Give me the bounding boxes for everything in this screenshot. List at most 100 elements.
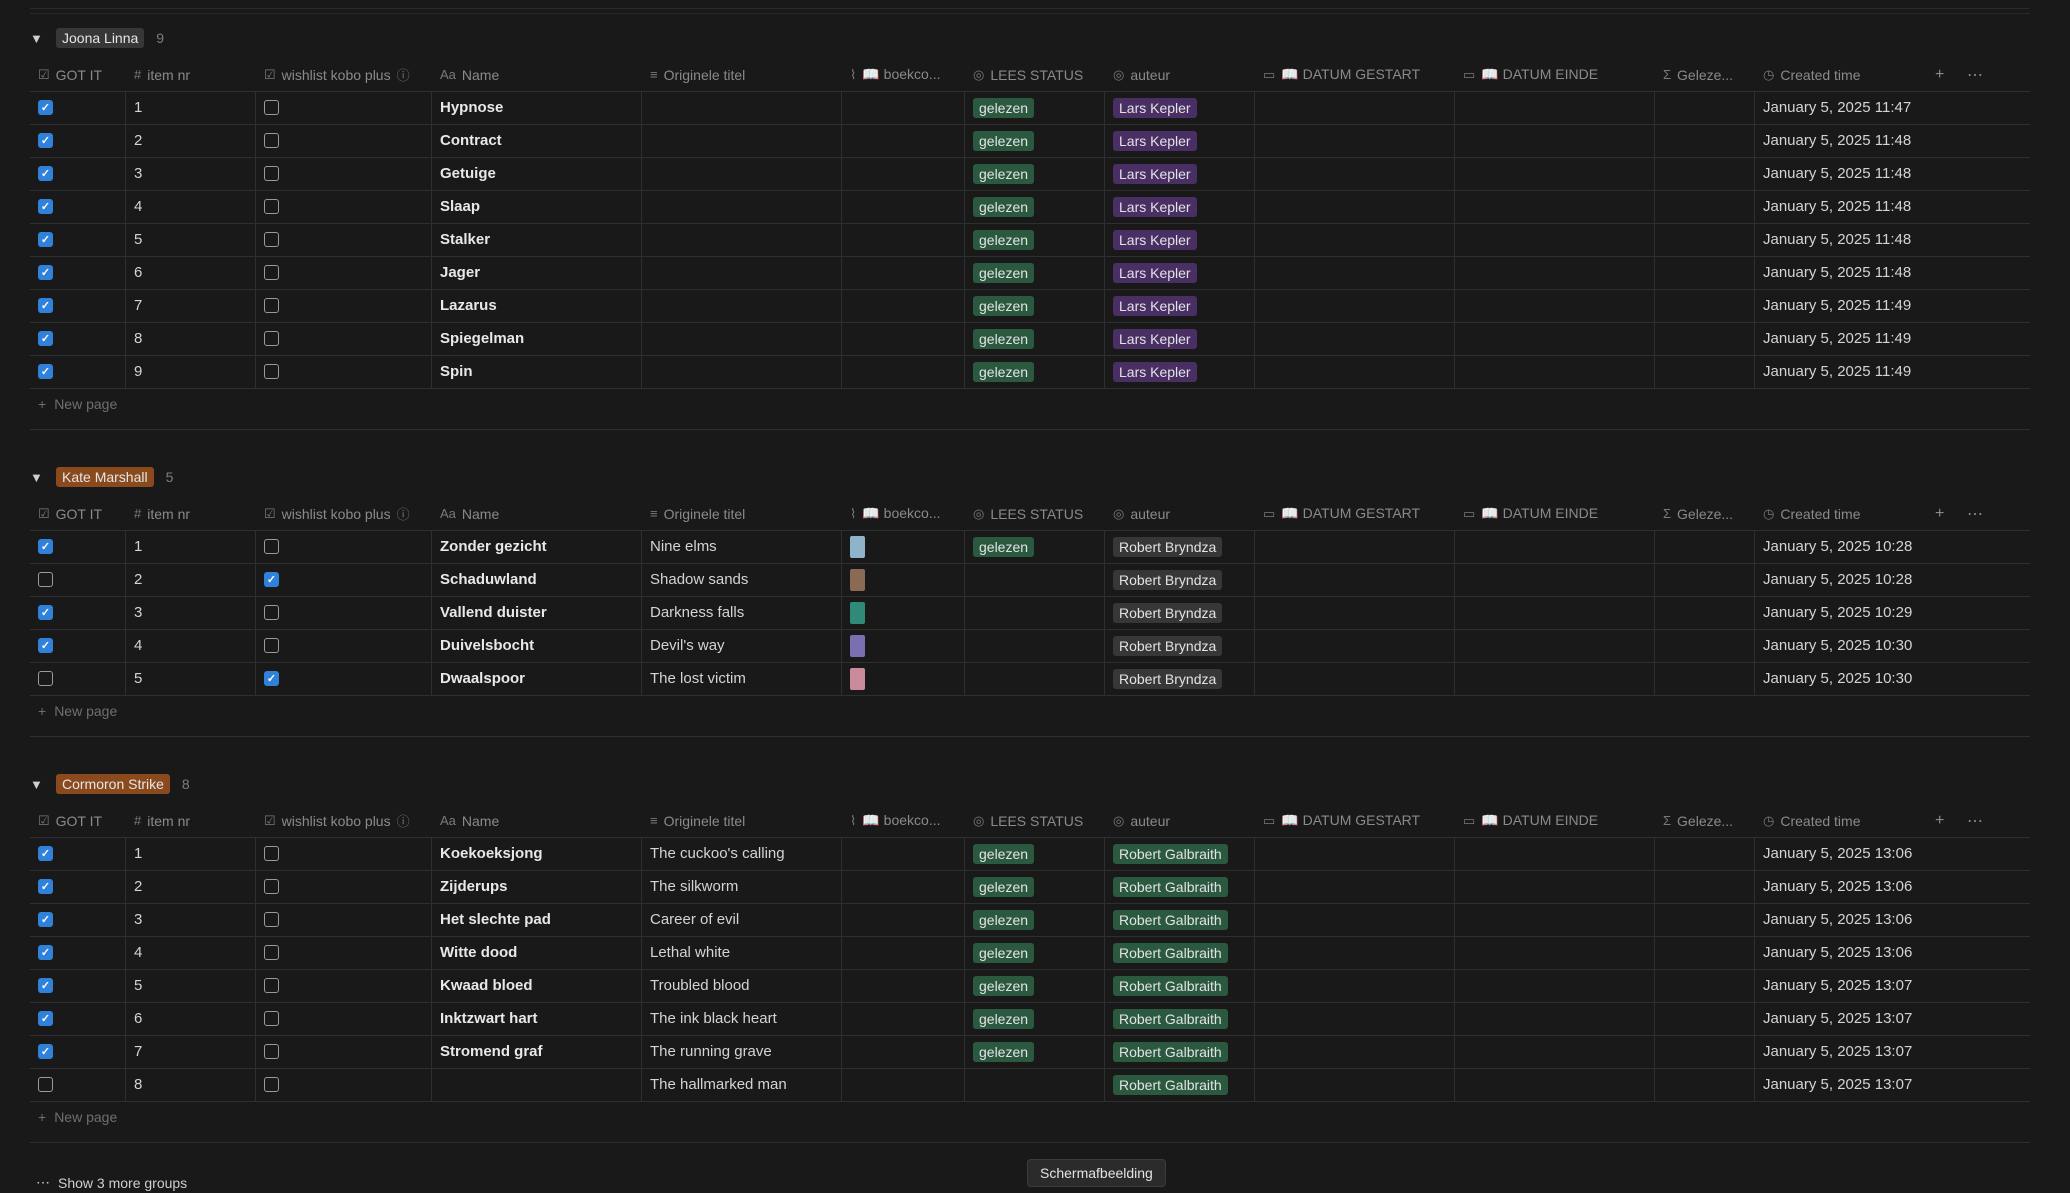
cell-datum_einde[interactable] — [1455, 629, 1655, 662]
column-header-gelezen[interactable]: Σ Geleze... — [1655, 497, 1755, 530]
cell-originele_titel[interactable] — [642, 124, 842, 157]
cell-gelezen[interactable] — [1655, 124, 1755, 157]
cell-name[interactable]: Schaduwland — [432, 563, 642, 596]
cell-got_it[interactable]: ✓ — [30, 124, 126, 157]
cell-lees_status[interactable] — [965, 563, 1105, 596]
cell-wishlist[interactable] — [256, 256, 432, 289]
cell-name[interactable]: Stromend graf — [432, 1035, 642, 1068]
cell-created_time[interactable]: January 5, 2025 13:06 — [1755, 936, 1955, 969]
cell-gelezen[interactable] — [1655, 936, 1755, 969]
wishlist-checkbox[interactable] — [264, 331, 279, 346]
cell-boekcover[interactable] — [842, 563, 965, 596]
cell-name[interactable]: Kwaad bloed — [432, 969, 642, 1002]
cell-wishlist[interactable] — [256, 1002, 432, 1035]
cell-lees_status[interactable]: gelezen — [965, 256, 1105, 289]
cell-datum_einde[interactable] — [1455, 1035, 1655, 1068]
cell-item_nr[interactable]: 5 — [126, 223, 256, 256]
cell-created_time[interactable]: January 5, 2025 11:48 — [1755, 223, 1955, 256]
column-header-gelezen[interactable]: Σ Geleze... — [1655, 804, 1755, 837]
more-options-icon[interactable]: ⋯ — [1967, 505, 1983, 523]
cell-item_nr[interactable]: 4 — [126, 936, 256, 969]
page-name[interactable]: Zonder gezicht — [440, 538, 547, 555]
got-it-checkbox[interactable]: ✓ — [38, 265, 53, 280]
cell-gelezen[interactable] — [1655, 157, 1755, 190]
cell-datum_gestart[interactable] — [1255, 1035, 1455, 1068]
cell-datum_einde[interactable] — [1455, 530, 1655, 563]
cell-name[interactable]: Inktzwart hart — [432, 1002, 642, 1035]
cell-lees_status[interactable]: gelezen — [965, 190, 1105, 223]
cell-datum_einde[interactable] — [1455, 322, 1655, 355]
cell-gelezen[interactable] — [1655, 969, 1755, 1002]
table-row[interactable]: ✓ 2 Contract gelezen Lars Kepler January 5, 2… — [30, 124, 2030, 158]
table-row[interactable]: ✓ 3 Vallend duister Darkness falls Robert Br… — [30, 596, 2030, 630]
cell-name[interactable]: Het slechte pad — [432, 903, 642, 936]
cell-datum_einde[interactable] — [1455, 1002, 1655, 1035]
wishlist-checkbox[interactable] — [264, 1011, 279, 1026]
cell-datum_einde[interactable] — [1455, 355, 1655, 388]
cell-item_nr[interactable]: 3 — [126, 157, 256, 190]
cell-item_nr[interactable]: 4 — [126, 629, 256, 662]
cell-item_nr[interactable]: 1 — [126, 91, 256, 124]
cell-lees_status[interactable]: gelezen — [965, 837, 1105, 870]
column-header-created_time[interactable]: ◷ Created time — [1755, 804, 1955, 837]
cell-auteur[interactable]: Lars Kepler — [1105, 124, 1255, 157]
book-cover-thumbnail[interactable] — [850, 667, 865, 690]
table-row[interactable]: ✓ 5 Kwaad bloed Troubled blood gelezen Robert… — [30, 969, 2030, 1003]
cell-boekcover[interactable] — [842, 1068, 965, 1101]
cell-boekcover[interactable] — [842, 530, 965, 563]
cell-item_nr[interactable]: 3 — [126, 596, 256, 629]
cell-created_time[interactable]: January 5, 2025 11:49 — [1755, 355, 1955, 388]
info-icon[interactable]: ⓘ — [396, 68, 410, 83]
cell-name[interactable]: Zonder gezicht — [432, 530, 642, 563]
cell-created_time[interactable]: January 5, 2025 10:28 — [1755, 530, 1955, 563]
cell-wishlist[interactable] — [256, 903, 432, 936]
cell-item_nr[interactable]: 6 — [126, 1002, 256, 1035]
book-cover-thumbnail[interactable] — [850, 535, 865, 558]
cell-created_time[interactable]: January 5, 2025 13:07 — [1755, 1002, 1955, 1035]
cell-got_it[interactable]: ✓ — [30, 190, 126, 223]
cell-name[interactable]: Spiegelman — [432, 322, 642, 355]
cell-created_time[interactable]: January 5, 2025 10:28 — [1755, 563, 1955, 596]
cell-item_nr[interactable]: 5 — [126, 662, 256, 695]
collapse-triangle-icon[interactable]: ▼ — [30, 776, 43, 792]
cell-lees_status[interactable] — [965, 629, 1105, 662]
cell-originele_titel[interactable]: Devil's way — [642, 629, 842, 662]
got-it-checkbox[interactable]: ✓ — [38, 605, 53, 620]
cell-auteur[interactable]: Robert Galbraith — [1105, 969, 1255, 1002]
wishlist-checkbox[interactable] — [264, 232, 279, 247]
cell-datum_einde[interactable] — [1455, 1068, 1655, 1101]
cell-boekcover[interactable] — [842, 837, 965, 870]
table-row[interactable]: 8 The hallmarked man Robert Galbraith Janua… — [30, 1068, 2030, 1102]
wishlist-checkbox[interactable] — [264, 100, 279, 115]
cell-lees_status[interactable]: gelezen — [965, 870, 1105, 903]
cell-created_time[interactable]: January 5, 2025 10:29 — [1755, 596, 1955, 629]
cell-wishlist[interactable] — [256, 223, 432, 256]
cell-datum_einde[interactable] — [1455, 662, 1655, 695]
cell-wishlist[interactable] — [256, 1068, 432, 1101]
cell-datum_einde[interactable] — [1455, 596, 1655, 629]
cell-boekcover[interactable] — [842, 629, 965, 662]
page-name[interactable]: Stalker — [440, 231, 491, 248]
cell-name[interactable]: Hypnose — [432, 91, 642, 124]
got-it-checkbox[interactable]: ✓ — [38, 912, 53, 927]
cell-gelezen[interactable] — [1655, 322, 1755, 355]
table-row[interactable]: ✓ 8 Spiegelman gelezen Lars Kepler January 5,… — [30, 322, 2030, 356]
page-name[interactable]: Vallend duister — [440, 604, 547, 621]
cell-lees_status[interactable]: gelezen — [965, 1035, 1105, 1068]
cell-got_it[interactable] — [30, 563, 126, 596]
cell-lees_status[interactable]: gelezen — [965, 223, 1105, 256]
cell-got_it[interactable]: ✓ — [30, 157, 126, 190]
table-row[interactable]: ✓ 3 Getuige gelezen Lars Kepler January 5, 20… — [30, 157, 2030, 191]
column-header-datum_einde[interactable]: ▭ 📖 DATUM EINDE — [1455, 804, 1655, 837]
cell-wishlist[interactable] — [256, 837, 432, 870]
cell-auteur[interactable]: Robert Galbraith — [1105, 1002, 1255, 1035]
wishlist-checkbox[interactable] — [264, 879, 279, 894]
got-it-checkbox[interactable]: ✓ — [38, 638, 53, 653]
cell-gelezen[interactable] — [1655, 870, 1755, 903]
cell-wishlist[interactable] — [256, 629, 432, 662]
table-row[interactable]: ✓ 7 Stromend graf The running grave gelezen R… — [30, 1035, 2030, 1069]
cell-item_nr[interactable]: 8 — [126, 1068, 256, 1101]
cell-item_nr[interactable]: 8 — [126, 322, 256, 355]
got-it-checkbox[interactable]: ✓ — [38, 945, 53, 960]
table-row[interactable]: ✓ 6 Jager gelezen Lars Kepler January 5, 2025… — [30, 256, 2030, 290]
